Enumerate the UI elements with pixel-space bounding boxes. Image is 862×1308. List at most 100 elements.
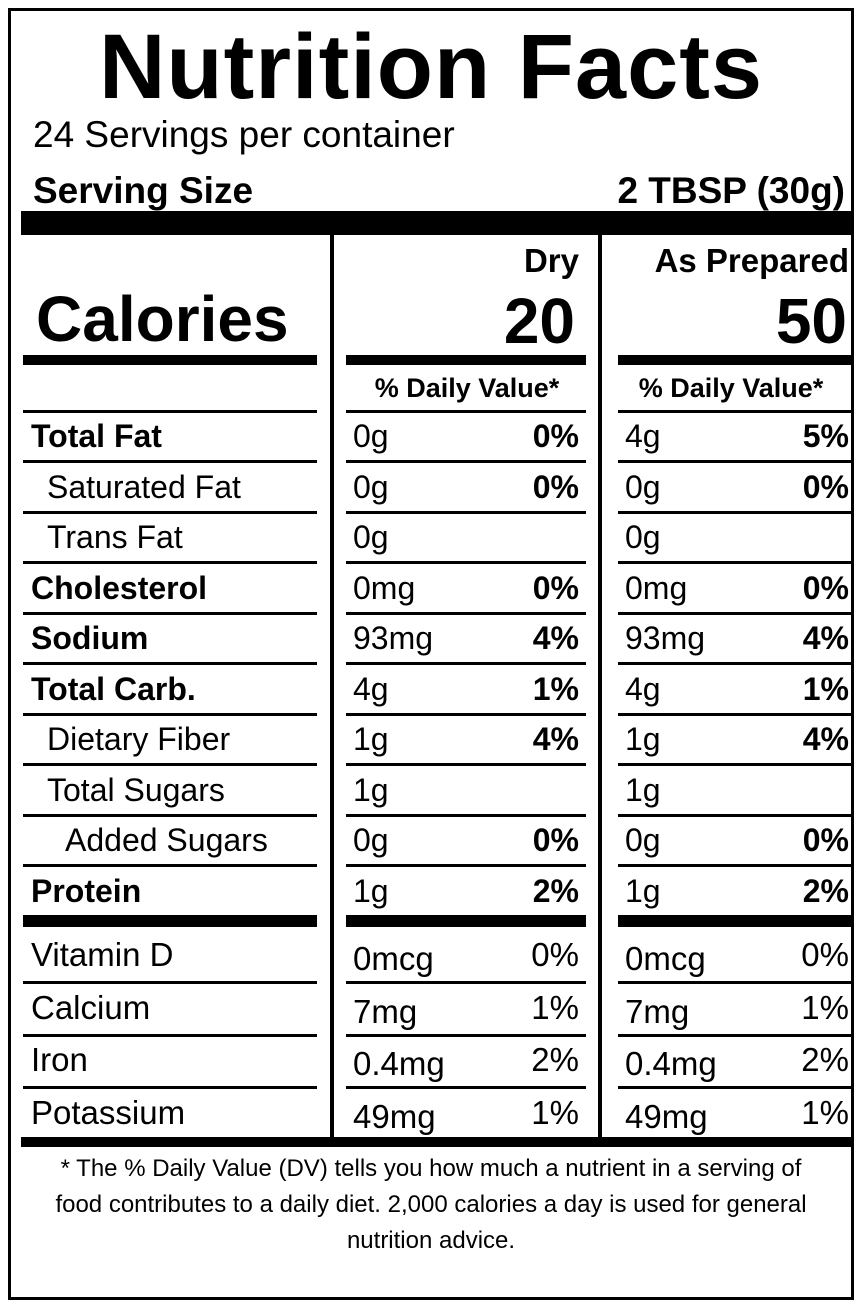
- row-rule-dry: [346, 561, 586, 564]
- vitamin-amount-dry: 0mcg: [353, 940, 434, 977]
- nutrient-dv-dry: 4%: [532, 620, 579, 656]
- nutrient-dv-dry: 2%: [532, 872, 579, 909]
- serving-size-label: Serving Size: [33, 170, 254, 211]
- nutrient-amount-prepared: 0g: [625, 519, 661, 555]
- row-rule-name: [23, 611, 317, 615]
- column-divider-right: [598, 235, 602, 1141]
- vitamin-amount-dry: 0.4mg: [353, 1045, 445, 1082]
- protein-thick-rule-dry: [346, 915, 586, 927]
- nutrient-name: Protein: [31, 872, 142, 909]
- nutrient-amount-prepared: 1g: [625, 872, 661, 909]
- row-rule-dry: [346, 712, 586, 716]
- calories-label: Calories: [36, 283, 289, 355]
- row-rule-prepared: [618, 864, 851, 867]
- protein-thick-rule-name: [23, 915, 317, 927]
- vitamin-amount-prepared: 0.4mg: [625, 1045, 717, 1082]
- label-title: Nutrition Facts: [98, 16, 764, 118]
- nutrient-amount-prepared: 1g: [625, 721, 661, 757]
- vitamin-rule-dry: [346, 981, 586, 984]
- nutrient-name: Trans Fat: [47, 519, 183, 555]
- row-rule-dry: [346, 864, 586, 867]
- row-rule-dry: [346, 510, 586, 514]
- protein-thick-rule-prepared: [618, 915, 851, 927]
- footnote: * The % Daily Value (DV) tells you how m…: [55, 1155, 807, 1254]
- vitamin-rule-name: [23, 1033, 317, 1037]
- row-rule-name: [23, 864, 317, 867]
- vitamin-rule-dry: [346, 1033, 586, 1037]
- row-rule-prepared: [618, 611, 851, 615]
- row-rule-prepared: [618, 510, 851, 514]
- nutrient-name: Sodium: [31, 620, 149, 656]
- row-rule-top-prepared: [618, 410, 851, 413]
- vitamin-dv-dry: 0%: [531, 936, 579, 973]
- nutrient-amount-prepared: 4g: [625, 670, 661, 707]
- nutrient-dv-prepared: 4%: [802, 620, 849, 656]
- row-rule-top-name: [23, 410, 317, 413]
- vitamin-amount-dry: 49mg: [353, 1097, 436, 1135]
- row-rule-prepared: [618, 763, 851, 766]
- daily-value-header-dry: % Daily Value*: [374, 373, 560, 403]
- nutrient-amount-dry: 1g: [353, 771, 389, 808]
- nutrient-amount-dry: 0g: [353, 519, 389, 555]
- vitamin-dv-prepared: 1%: [801, 1093, 849, 1131]
- vitamin-amount-prepared: 0mcg: [625, 940, 706, 977]
- column-header-dry: Dry: [523, 242, 579, 279]
- serving-size-value: 2 TBSP (30g): [617, 170, 845, 211]
- nutrient-amount-prepared: 0g: [625, 468, 661, 505]
- row-rule-dry: [346, 763, 586, 766]
- nutrient-amount-dry: 1g: [353, 721, 389, 757]
- nutrient-name: Added Sugars: [65, 822, 268, 858]
- row-rule-dry: [346, 460, 586, 463]
- nutrient-amount-dry: 4g: [353, 670, 389, 707]
- row-rule-name: [23, 510, 317, 514]
- row-rule-prepared: [618, 561, 851, 564]
- row-rule-dry: [346, 813, 586, 817]
- row-rule-name: [23, 662, 317, 665]
- vitamin-rule-name: [23, 1086, 317, 1089]
- vitamin-rule-dry: [346, 1086, 586, 1089]
- nutrient-dv-dry: 0%: [532, 418, 579, 454]
- nutrient-name: Saturated Fat: [47, 468, 241, 505]
- row-rule-prepared: [618, 460, 851, 463]
- nutrient-amount-prepared: 0mg: [625, 569, 688, 606]
- nutrient-dv-prepared: 4%: [802, 721, 849, 757]
- vitamin-rule-prepared: [618, 981, 851, 984]
- nutrient-dv-dry: 0%: [532, 468, 579, 505]
- vitamin-name: Potassium: [31, 1093, 186, 1131]
- column-header-prepared: As Prepared: [654, 242, 849, 279]
- vitamin-amount-prepared: 7mg: [625, 992, 690, 1030]
- vitamin-amount-prepared: 49mg: [625, 1097, 708, 1135]
- column-divider-left: [330, 235, 334, 1141]
- nutrient-dv-prepared: 0%: [802, 822, 849, 858]
- nutrient-dv-prepared: 5%: [802, 418, 849, 454]
- thick-divider-bottom: [21, 1137, 851, 1147]
- nutrient-name: Total Carb.: [31, 670, 196, 707]
- row-rule-name: [23, 460, 317, 463]
- nutrient-name: Total Fat: [31, 418, 162, 454]
- vitamin-dv-prepared: 0%: [801, 936, 849, 973]
- nutrient-amount-prepared: 93mg: [625, 620, 706, 656]
- row-rule-prepared: [618, 662, 851, 665]
- nutrient-amount-dry: 0g: [353, 418, 389, 454]
- nutrient-name: Dietary Fiber: [47, 721, 231, 757]
- vitamin-dv-dry: 1%: [531, 1093, 579, 1131]
- nutrient-amount-dry: 0g: [353, 822, 389, 858]
- vitamin-rule-prepared: [618, 1033, 851, 1037]
- row-rule-name: [23, 763, 317, 766]
- nutrient-amount-dry: 1g: [353, 872, 389, 909]
- nutrient-name: Total Sugars: [47, 771, 225, 808]
- calories-rule-prepared: [618, 355, 851, 365]
- vitamin-rule-name: [23, 981, 317, 984]
- vitamin-amount-dry: 7mg: [353, 992, 418, 1030]
- vitamin-dv-dry: 1%: [531, 988, 579, 1026]
- nutrition-facts-label: Nutrition Facts 24 Servings per containe…: [8, 8, 854, 1300]
- nutrient-amount-dry: 0mg: [353, 569, 416, 606]
- calories-rule-dry: [346, 355, 586, 365]
- thick-divider-top: [21, 211, 851, 235]
- row-rule-prepared: [618, 712, 851, 716]
- servings-per-container: 24 Servings per container: [33, 114, 455, 155]
- vitamin-rule-prepared: [618, 1086, 851, 1089]
- nutrient-amount-dry: 0g: [353, 468, 389, 505]
- nutrient-dv-prepared: 1%: [802, 670, 849, 707]
- vitamin-name: Calcium: [31, 988, 151, 1026]
